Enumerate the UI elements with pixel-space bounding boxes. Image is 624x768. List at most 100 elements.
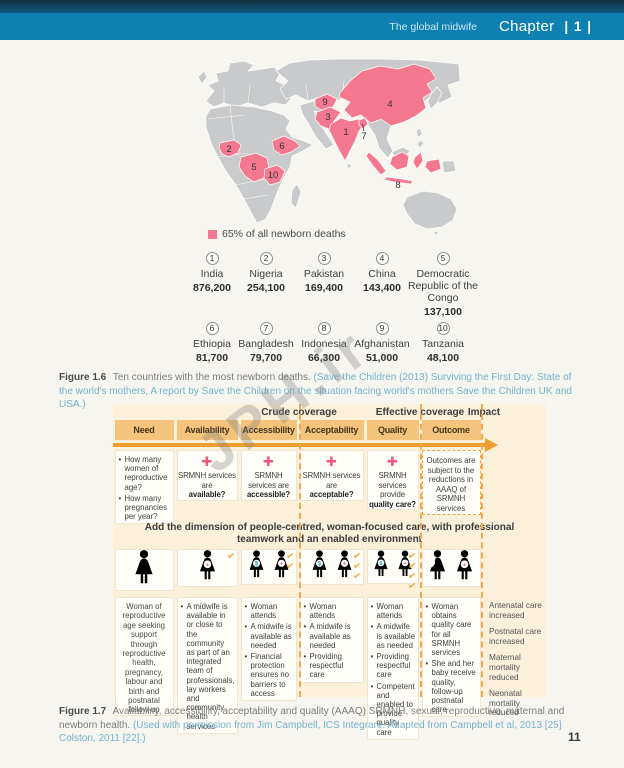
question-text: SRMNH services provide — [378, 471, 407, 500]
detail-item: A midwife is available in or close to th… — [181, 602, 235, 731]
country-deaths: 81,700 — [195, 352, 229, 364]
figure-citation: (Save the Children (2013) Surviving the … — [59, 372, 572, 410]
medical-cross-icon: ✚ — [326, 454, 337, 469]
accessibility-question-cell: ✚ SRMNH services are accessible? — [240, 450, 297, 501]
country-ethiopia — [271, 135, 301, 156]
country-deaths: 66,300 — [307, 352, 341, 364]
woman-icon — [131, 550, 157, 584]
figure-caption-text: Ten countries with the most newborn deat… — [112, 372, 311, 383]
questions-row: How many women of reproductive age? How … — [113, 450, 546, 525]
book-title: The global midwife — [389, 20, 477, 33]
dashed-divider-impact — [481, 404, 483, 697]
question-text: SRMNH services are — [248, 471, 289, 490]
country-afghanistan — [314, 93, 338, 112]
country-name: Indonesia — [301, 338, 347, 350]
map-marker-pakistan: 3 — [325, 112, 330, 123]
impact-item: Maternal mortality reduced — [489, 653, 521, 682]
country-name: Nigeria — [249, 268, 283, 280]
country-deaths: 169,400 — [305, 282, 343, 294]
map-marker-indonesia: 8 — [395, 180, 400, 191]
country-india — [328, 117, 365, 162]
chapter-label: Chapter — [498, 18, 555, 35]
map-highlighted-countries — [218, 63, 442, 186]
impact-item: Postnatal care increased — [489, 627, 542, 646]
acceptability-detail-cell: Woman attends A midwife is available as … — [299, 597, 364, 683]
svg-text:+: + — [205, 562, 209, 569]
rank-badge: 3 — [317, 252, 331, 265]
country-nigeria — [218, 139, 242, 158]
need-question: How many women of reproductive age? — [119, 455, 171, 492]
country-indonesia-papua — [424, 158, 442, 174]
impact-empty-cell — [482, 549, 546, 597]
rank-badge: 6 — [205, 322, 219, 335]
country-name: Afghanistan — [354, 338, 410, 350]
rank-badge: 8 — [317, 322, 331, 335]
country-deaths: 137,100 — [424, 306, 462, 318]
woman-coin-icon: $ — [309, 550, 330, 578]
question-text: SRMNH services are — [178, 471, 236, 490]
availability-detail-cell: A midwife is available in or close to th… — [176, 597, 238, 734]
impact-empty-cell — [482, 450, 546, 518]
detail-item: Woman attends — [304, 602, 361, 620]
question-keyword: available? — [188, 490, 226, 500]
country-deaths: 79,700 — [249, 352, 283, 364]
map-marker-tanzania: 10 — [268, 170, 279, 181]
country-deaths: 254,100 — [247, 282, 285, 294]
detail-item: A midwife is available as needed — [245, 622, 294, 650]
detail-item: Providing respectful care — [371, 652, 416, 680]
figure-1-6-caption: Figure 1.6 Ten countries with the most n… — [59, 371, 576, 412]
detail-item: Financial protection ensures no barriers… — [245, 652, 294, 698]
people-centred-band-text: Add the dimension of people-centred, wom… — [144, 522, 515, 545]
column-header-row: Need Availability Accessibility Acceptab… — [113, 420, 546, 440]
arrow-head-icon — [485, 438, 498, 452]
rank-badge: 2 — [259, 252, 273, 265]
column-header-quality: Quality — [366, 420, 419, 440]
world-map-svg: 1 2 3 4 5 6 7 8 9 10 — [197, 58, 461, 236]
rank-badge: 7 — [259, 322, 273, 335]
country-deaths: 876,200 — [193, 282, 231, 294]
rank-badge: 4 — [375, 252, 389, 265]
country-name: India — [200, 268, 224, 280]
acceptability-icons-cell: $ + ✔ ✔ ✔ — [299, 549, 364, 585]
country-deaths: 51,000 — [365, 352, 399, 364]
figure-caption-text: Availability, accessibility, acceptabili… — [59, 706, 565, 731]
midwife-icon: + — [395, 550, 415, 577]
impact-item: Antenatal care increased — [489, 601, 542, 620]
figure-1-7-caption: Figure 1.7 Availability, accessibility, … — [59, 705, 580, 746]
outcome-icons-cell: + — [421, 549, 481, 587]
impact-item: Neonatal mortality reduced — [489, 689, 522, 718]
check-marks: ✔ ✔ ✔ ✔ — [406, 550, 417, 593]
country-stat-afghanistan: 9 Afghanistan 51,000 — [340, 322, 424, 364]
page-number: 11 — [568, 730, 581, 744]
column-header-accessibility: Accessibility — [240, 420, 297, 440]
quality-icons-cell: $ + ✔ ✔ ✔ ✔ — [366, 549, 419, 593]
country-stat-pakistan: 3 Pakistan 169,400 — [282, 252, 366, 294]
world-map: 1 2 3 4 5 6 7 8 9 10 — [180, 57, 462, 237]
country-name: Ethiopia — [193, 338, 231, 350]
country-stat-nigeria: 2 Nigeria 254,100 — [224, 252, 308, 294]
column-header-outcome: Outcome — [421, 420, 481, 440]
map-marker-nigeria: 2 — [226, 144, 231, 155]
svg-text:+: + — [342, 562, 346, 568]
availability-icons-cell: + ✔ — [176, 549, 238, 587]
svg-text:+: + — [403, 561, 407, 567]
country-stat-bangladesh: 7 Bangladesh 79,700 — [224, 322, 308, 364]
detail-item: She and her baby receive quality, follow… — [426, 659, 478, 714]
country-stat-tanzania: 10 Tanzania 48,100 — [401, 322, 485, 364]
need-question: How many pregnancies per year? — [119, 494, 171, 522]
question-text: SRMNH services are — [302, 471, 361, 490]
country-stat-india: 1 India 876,200 — [170, 252, 254, 294]
midwife-icon: + — [271, 550, 292, 578]
country-stat-china: 4 China 143,400 — [340, 252, 424, 294]
question-keyword: quality care? — [369, 499, 416, 509]
midwife-icon: + — [453, 550, 476, 580]
icons-row: + ✔ $ + ✔ ✔ $ + ✔ ✔ ✔ $ + ✔ ✔ ✔ ✔ + — [113, 549, 546, 597]
details-row: Woman of reproductive age seeking suppor… — [113, 597, 546, 740]
availability-question-cell: ✚ SRMNH services are available? — [176, 450, 238, 501]
column-header-availability: Availability — [176, 420, 238, 440]
svg-text:+: + — [279, 562, 283, 568]
map-marker-china: 4 — [387, 99, 392, 110]
map-marker-bangladesh: 7 — [361, 131, 366, 142]
rank-badge: 5 — [436, 252, 450, 265]
